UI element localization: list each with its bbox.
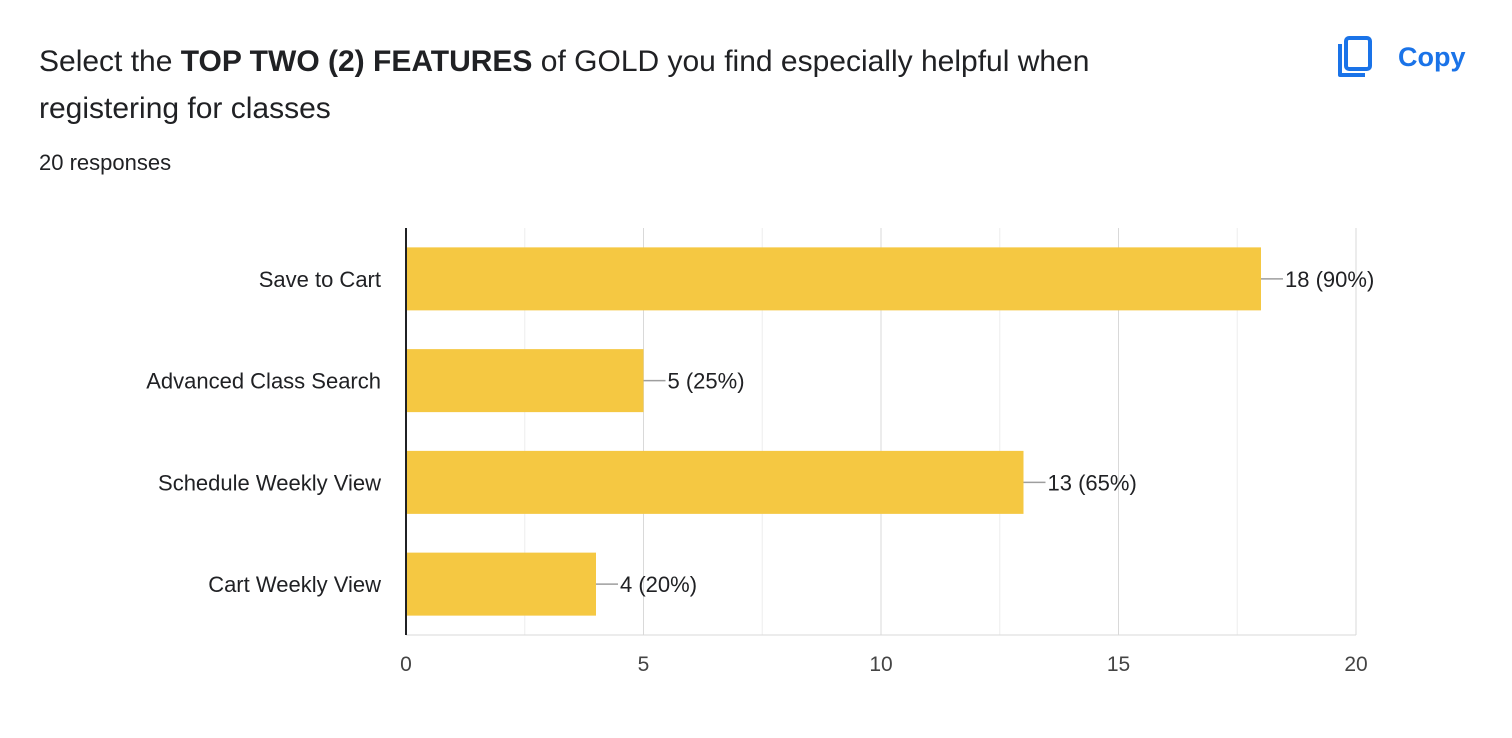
copy-label: Copy <box>1398 41 1466 72</box>
title-bold: TOP TWO (2) FEATURES <box>180 45 533 78</box>
data-label: 5 (25%) <box>668 369 745 394</box>
bar <box>406 349 644 413</box>
question-title: Select the TOP TWO (2) FEATURES of GOLD … <box>39 38 1219 132</box>
category-label: Cart Weekly View <box>208 572 381 597</box>
category-label: Advanced Class Search <box>146 369 381 394</box>
data-label: 4 (20%) <box>620 572 697 597</box>
bar <box>406 552 596 616</box>
bar <box>406 247 1261 311</box>
title-prefix: Select the <box>39 45 181 78</box>
copy-button[interactable]: Copy <box>1336 32 1466 82</box>
x-tick-label: 20 <box>1344 653 1367 676</box>
title-suffix: of GOLD you find especially helpful when… <box>39 45 1090 125</box>
bar <box>406 450 1024 514</box>
x-tick-label: 15 <box>1107 653 1130 676</box>
category-label: Save to Cart <box>259 267 381 292</box>
copy-icon <box>1336 35 1374 79</box>
category-label: Schedule Weekly View <box>158 470 381 495</box>
x-tick-label: 10 <box>869 653 892 676</box>
response-count: 20 responses <box>39 150 172 175</box>
data-label: 18 (90%) <box>1285 267 1374 292</box>
data-label: 13 (65%) <box>1048 470 1137 495</box>
x-tick-label: 0 <box>400 653 412 676</box>
x-tick-label: 5 <box>638 653 650 676</box>
